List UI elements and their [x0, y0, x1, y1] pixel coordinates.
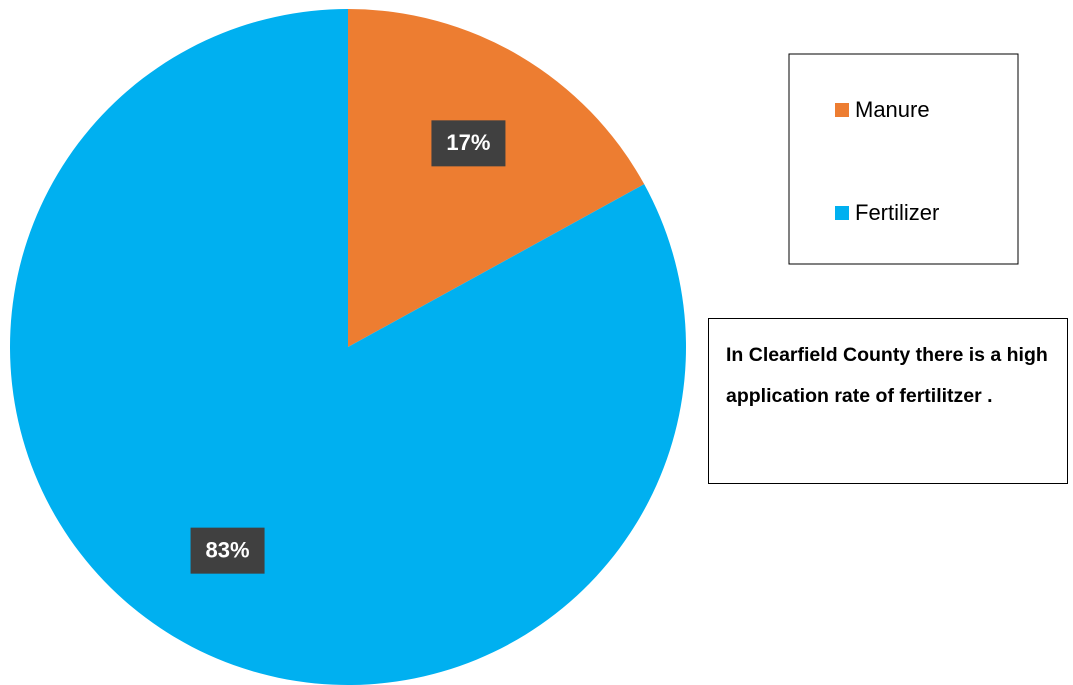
- data-label: 17%: [446, 130, 490, 155]
- pie-slice: [348, 9, 645, 347]
- data-label: 83%: [206, 537, 250, 562]
- pie-slice: [10, 9, 686, 685]
- legend-label: Manure: [855, 97, 930, 122]
- label-box: [431, 120, 506, 167]
- legend-label: Fertilizer: [855, 200, 939, 225]
- legend-box: [788, 53, 1019, 265]
- legend-swatch: [835, 206, 849, 220]
- legend-swatch: [835, 103, 849, 117]
- label-box: [190, 527, 265, 574]
- annotation: In Clearfield County there is a high app…: [708, 318, 1068, 484]
